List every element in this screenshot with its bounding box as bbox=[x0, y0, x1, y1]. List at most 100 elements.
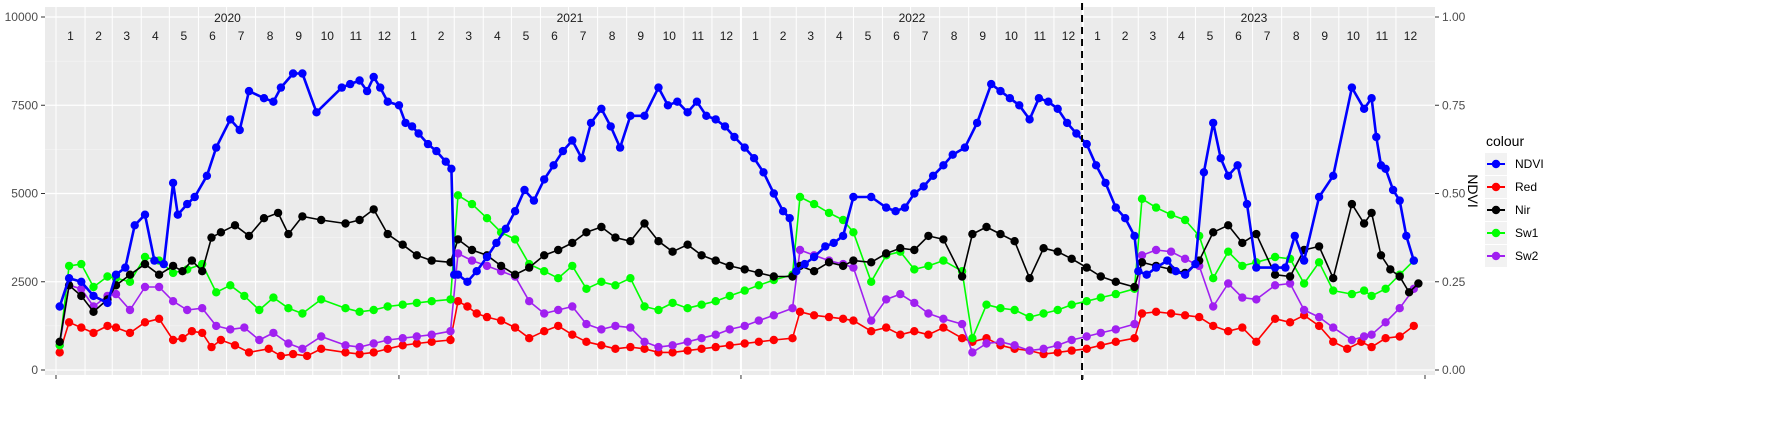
data-point bbox=[654, 83, 663, 92]
month-label: 2 bbox=[438, 29, 445, 43]
data-point bbox=[654, 342, 663, 352]
data-point bbox=[467, 256, 477, 265]
data-point bbox=[302, 351, 312, 361]
data-point bbox=[168, 335, 178, 345]
data-point bbox=[383, 229, 392, 239]
data-point bbox=[568, 136, 577, 145]
data-point bbox=[472, 309, 481, 318]
data-point bbox=[244, 231, 254, 241]
data-point bbox=[939, 235, 948, 244]
data-point bbox=[1314, 312, 1324, 322]
data-point bbox=[809, 267, 819, 276]
data-point bbox=[1290, 231, 1300, 241]
data-point bbox=[654, 305, 663, 315]
month-label: 12 bbox=[1404, 29, 1418, 43]
data-point bbox=[824, 312, 834, 322]
data-point bbox=[77, 277, 86, 286]
data-point bbox=[407, 122, 417, 131]
data-point bbox=[77, 284, 86, 293]
data-point bbox=[446, 335, 455, 345]
data-point bbox=[1067, 254, 1076, 263]
data-point bbox=[1404, 288, 1414, 297]
data-point bbox=[1285, 318, 1295, 327]
data-point bbox=[346, 79, 355, 89]
data-point bbox=[510, 207, 520, 216]
data-point bbox=[1130, 231, 1139, 241]
month-label: 1 bbox=[1094, 29, 1101, 43]
data-point bbox=[284, 229, 293, 239]
data-point bbox=[597, 341, 606, 350]
data-point bbox=[1163, 256, 1172, 265]
data-point bbox=[697, 300, 706, 309]
series-ndvi bbox=[55, 69, 1419, 311]
month-label: 5 bbox=[1207, 29, 1214, 43]
data-point bbox=[919, 182, 928, 191]
data-point bbox=[1395, 272, 1404, 281]
data-point bbox=[577, 154, 586, 163]
data-point bbox=[711, 342, 720, 352]
data-point bbox=[1130, 282, 1139, 292]
legend-key-point bbox=[1491, 205, 1501, 215]
data-point bbox=[1285, 279, 1295, 288]
data-point bbox=[1314, 192, 1324, 202]
data-point bbox=[369, 305, 378, 315]
data-point bbox=[1180, 270, 1190, 279]
data-point bbox=[849, 228, 858, 237]
data-point bbox=[910, 327, 919, 336]
data-point bbox=[1137, 309, 1147, 318]
data-point bbox=[1025, 346, 1034, 355]
data-point bbox=[795, 245, 805, 255]
data-point bbox=[1130, 319, 1139, 329]
data-point bbox=[740, 265, 749, 274]
data-point bbox=[597, 222, 606, 232]
data-point bbox=[269, 328, 278, 338]
data-point bbox=[1039, 344, 1048, 353]
data-point bbox=[427, 337, 436, 346]
data-point bbox=[611, 233, 620, 242]
data-point bbox=[824, 208, 834, 218]
data-point bbox=[1367, 330, 1376, 339]
data-point bbox=[626, 111, 635, 121]
data-point bbox=[1082, 297, 1091, 306]
data-point bbox=[1299, 279, 1309, 288]
data-point bbox=[168, 268, 178, 278]
data-point bbox=[125, 328, 135, 338]
data-point bbox=[1180, 215, 1190, 225]
data-point bbox=[103, 272, 112, 281]
data-point bbox=[89, 328, 98, 338]
month-label: 4 bbox=[1178, 29, 1185, 43]
data-point bbox=[1151, 307, 1161, 316]
data-point bbox=[663, 101, 673, 110]
data-point bbox=[640, 111, 649, 121]
data-point bbox=[1137, 194, 1147, 203]
data-point bbox=[1130, 334, 1139, 343]
y-left-tick-label: 0 bbox=[31, 363, 38, 377]
data-point bbox=[64, 318, 74, 327]
data-point bbox=[216, 228, 226, 237]
data-point bbox=[1082, 332, 1091, 341]
data-point bbox=[453, 191, 463, 200]
data-point bbox=[1314, 258, 1324, 267]
data-point bbox=[398, 300, 407, 309]
month-label: 12 bbox=[1062, 29, 1076, 43]
data-point bbox=[412, 339, 421, 348]
data-point bbox=[341, 348, 350, 357]
data-point bbox=[317, 295, 326, 304]
data-point bbox=[740, 339, 749, 348]
data-point bbox=[829, 238, 838, 248]
data-point bbox=[173, 210, 182, 219]
data-point bbox=[1025, 115, 1034, 124]
data-point bbox=[273, 208, 283, 218]
data-point bbox=[482, 312, 492, 322]
data-point bbox=[269, 97, 278, 106]
month-label: 3 bbox=[123, 29, 130, 43]
data-point bbox=[520, 185, 529, 195]
data-point bbox=[255, 335, 264, 345]
y-left-tick-label: 2500 bbox=[11, 275, 38, 289]
data-point bbox=[740, 286, 749, 295]
data-point bbox=[996, 304, 1005, 313]
data-point bbox=[125, 277, 135, 286]
data-point bbox=[111, 270, 121, 279]
data-point bbox=[525, 263, 534, 272]
data-point bbox=[1343, 344, 1352, 353]
